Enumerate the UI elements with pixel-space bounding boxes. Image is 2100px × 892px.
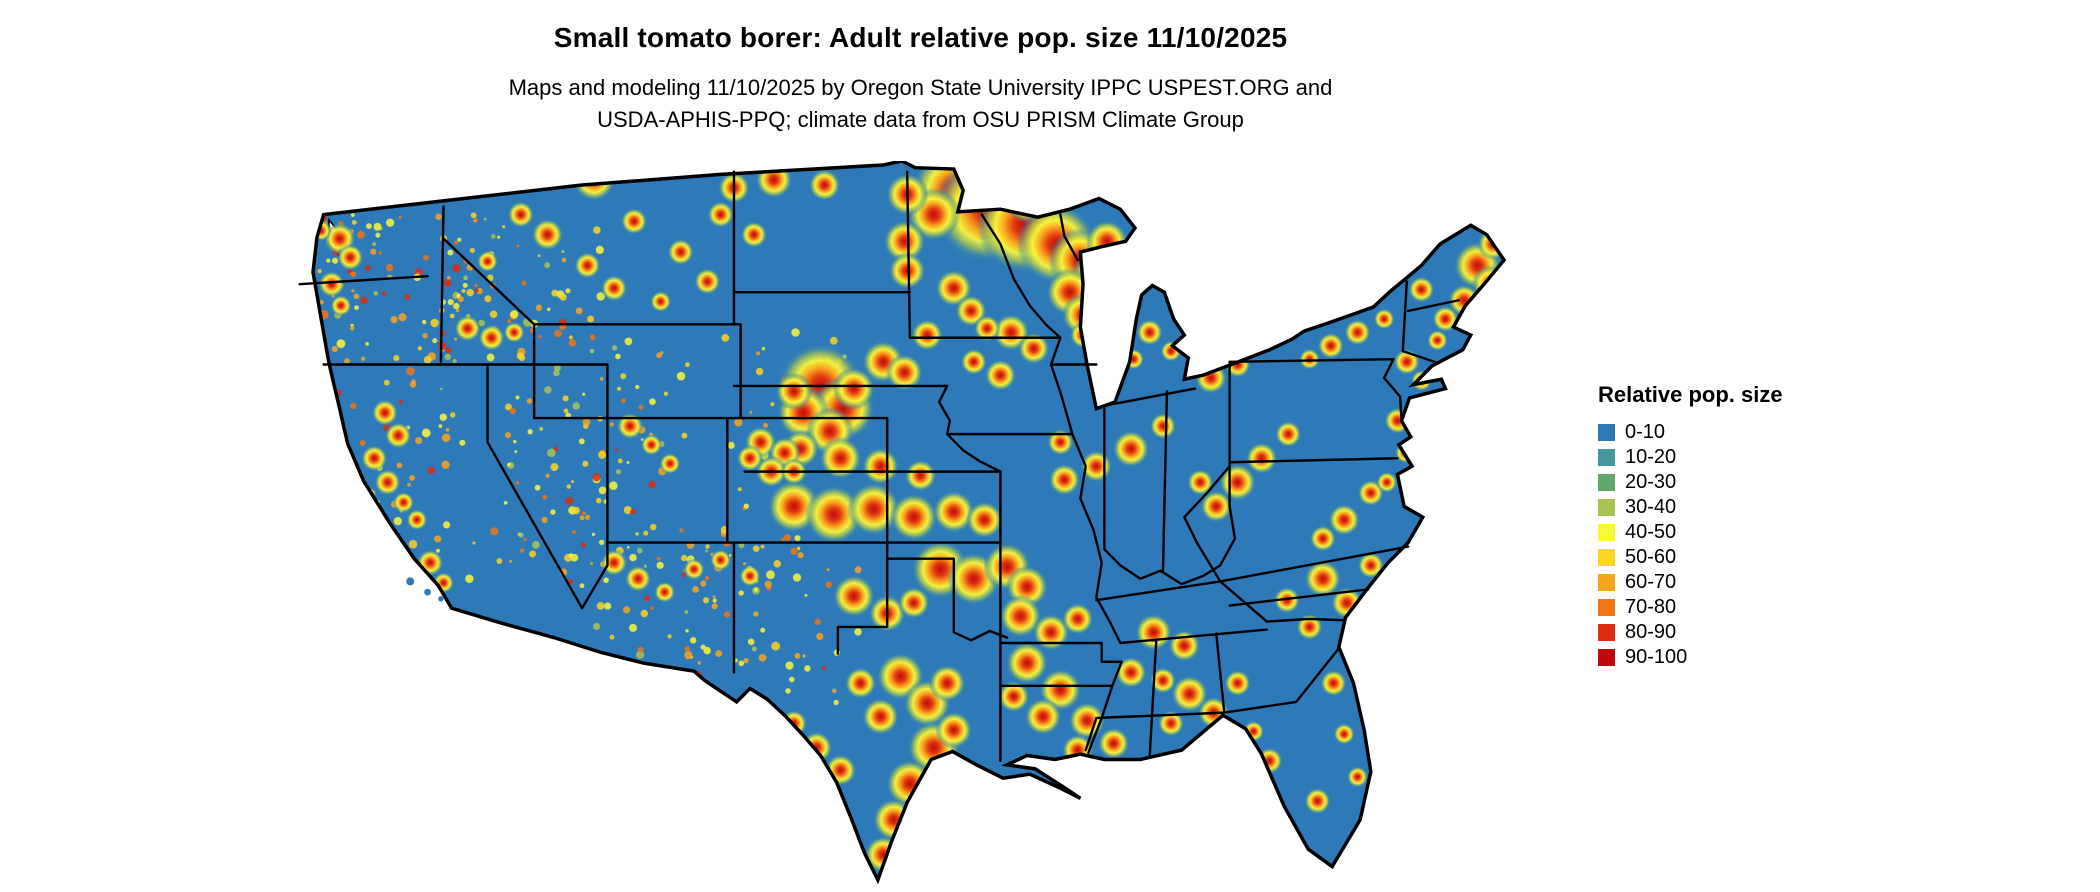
legend-entry-label: 90-100 (1625, 646, 1688, 668)
legend-entry: 70-80 (1598, 595, 1783, 620)
legend-color-swatch (1598, 449, 1615, 466)
map-subtitle-line2: USDA-APHIS-PPQ; climate data from OSU PR… (597, 107, 1244, 132)
us-map (298, 161, 1506, 882)
legend-entry-label: 40-50 (1625, 521, 1677, 543)
legend-entry: 40-50 (1598, 520, 1783, 545)
legend-color-swatch (1598, 424, 1615, 441)
legend-entry: 0-10 (1598, 420, 1783, 445)
legend-entry-label: 50-60 (1625, 546, 1677, 568)
legend-entry-label: 70-80 (1625, 596, 1677, 618)
legend-entry: 60-70 (1598, 570, 1783, 595)
legend-entry: 20-30 (1598, 470, 1783, 495)
legend-color-swatch (1598, 574, 1615, 591)
channel-islands (406, 577, 444, 602)
legend-entry-label: 60-70 (1625, 571, 1677, 593)
map-subtitle-line1: Maps and modeling 11/10/2025 by Oregon S… (508, 75, 1333, 100)
legend-entry: 80-90 (1598, 620, 1783, 645)
map-header: Small tomato borer: Adult relative pop. … (281, 0, 1560, 136)
legend-color-swatch (1598, 624, 1615, 641)
legend-entry-label: 10-20 (1625, 446, 1677, 468)
legend-color-swatch (1598, 474, 1615, 491)
legend-title: Relative pop. size (1598, 382, 1783, 407)
legend-entry-label: 80-90 (1625, 621, 1677, 643)
map-title: Small tomato borer: Adult relative pop. … (553, 22, 1288, 53)
legend-color-swatch (1598, 649, 1615, 666)
state-borders (298, 170, 1460, 763)
map-subtitle: Maps and modeling 11/10/2025 by Oregon S… (281, 72, 1560, 136)
legend-color-swatch (1598, 599, 1615, 616)
legend: Relative pop. size 0-10 10-20 20-30 30-40 40… (1598, 382, 1783, 670)
legend-entries: 0-10 10-20 20-30 30-40 40-50 50-60 60-70 70-80 8… (1598, 420, 1783, 670)
legend-color-swatch (1598, 524, 1615, 541)
legend-entry: 90-100 (1598, 645, 1783, 670)
legend-entry-label: 30-40 (1625, 496, 1677, 518)
legend-entry: 50-60 (1598, 545, 1783, 570)
legend-color-swatch (1598, 499, 1615, 516)
legend-entry: 10-20 (1598, 445, 1783, 470)
legend-entry-label: 0-10 (1625, 421, 1666, 443)
legend-entry-label: 20-30 (1625, 471, 1677, 493)
legend-entry: 30-40 (1598, 495, 1783, 520)
legend-color-swatch (1598, 549, 1615, 566)
